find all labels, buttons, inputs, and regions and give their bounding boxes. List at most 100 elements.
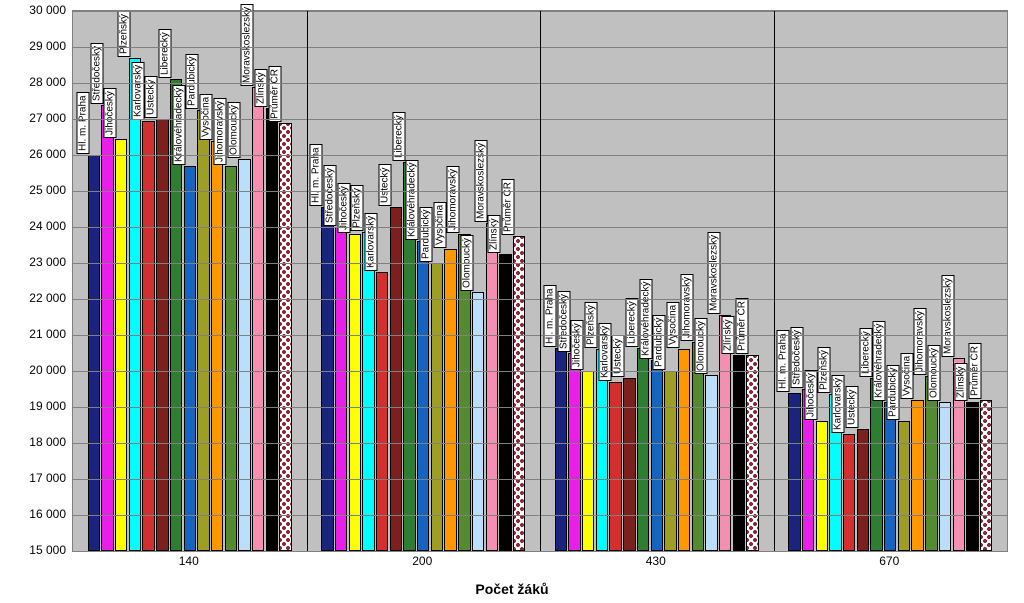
bar-label: Zlínský [255, 70, 266, 108]
bar-label: Hl. m. Praha [77, 92, 88, 154]
bar-label: Moravskoslezský [475, 140, 486, 222]
bar-label: Olomoucký [929, 345, 940, 401]
bar-label: Pardubický [187, 54, 198, 109]
bar: Plzeňský [362, 232, 374, 551]
bar-label: Plzeňský [585, 302, 596, 348]
bar-label: Zlínský [956, 363, 967, 401]
bar-label: Hl. m. Praha [778, 330, 789, 392]
bar: Karlovarský [843, 434, 855, 551]
bar-label: Vysočina [434, 201, 445, 247]
bar: Pardubický [197, 110, 209, 551]
bar-label: Jihočeský [572, 320, 583, 370]
y-tick-label: 25 000 [29, 183, 66, 197]
bar: Průměr ČR [746, 355, 758, 551]
bar-label: Středočeský [325, 165, 336, 226]
v-gridline [774, 11, 775, 551]
bar-label: Pardubický [887, 365, 898, 420]
bar: Karlovarský [376, 272, 388, 551]
bar: Zlínský [733, 355, 745, 551]
bar-label: Karlovarský [833, 375, 844, 433]
bar-label: Královéhradecký [407, 160, 418, 240]
y-tick-label: 24 000 [29, 219, 66, 233]
y-tick-label: 26 000 [29, 147, 66, 161]
y-tick-label: 28 000 [29, 75, 66, 89]
chart-frame: Mzdové výdaje (v Kč/žáka) Počet žáků Hl.… [0, 0, 1024, 603]
bar-label: Vysočina [201, 93, 212, 139]
bar: Středočeský [568, 353, 580, 551]
bar-label: Jihomoravský [915, 308, 926, 375]
y-tick-label: 16 000 [29, 507, 66, 521]
bar-label: Královéhradecký [874, 320, 885, 400]
bar: Moravskoslezský [486, 223, 498, 551]
bar-label: Moravskoslezský [709, 232, 720, 314]
bar: Středočeský [335, 227, 347, 551]
bar-label: Karlovarský [132, 62, 143, 120]
y-tick-label: 18 000 [29, 435, 66, 449]
v-gridline [540, 11, 541, 551]
bar: Vysočina [678, 349, 690, 551]
bar: Hl. m. Praha [555, 348, 567, 551]
bar: Vysočina [444, 249, 456, 551]
bar: Průměr ČR [513, 236, 525, 551]
bar: Vysočina [911, 400, 923, 551]
plot-area: Hl. m. PrahaStředočeskýJihočeskýPlzeňský… [72, 10, 1008, 552]
x-tick-label: 140 [179, 554, 199, 568]
x-tick-label: 200 [412, 554, 432, 568]
bar: Středočeský [101, 105, 113, 551]
bar: Hl. m. Praha [321, 207, 333, 551]
bar: Průměr ČR [279, 123, 291, 551]
bar-label: Plzeňský [352, 185, 363, 231]
bar: Jihočeský [582, 371, 594, 551]
bar: Hl. m. Praha [88, 155, 100, 551]
y-tick-label: 23 000 [29, 255, 66, 269]
bar-label: Jihomoravský [681, 274, 692, 341]
bar-label: Vysočina [901, 353, 912, 399]
x-tick-label: 430 [646, 554, 666, 568]
bar-label: Jihočeský [105, 88, 116, 138]
bar-label: Karlovarský [599, 323, 610, 381]
bar: Moravskoslezský [252, 87, 264, 551]
bar: Ústecký [857, 429, 869, 551]
bar-label: Ústecký [379, 165, 390, 207]
y-tick-label: 21 000 [29, 327, 66, 341]
bar-label: Hl. m. Praha [311, 145, 322, 207]
bar: Ústecký [623, 378, 635, 551]
bar-label: Olomoucký [695, 318, 706, 374]
bar: Jihomoravský [925, 376, 937, 551]
bar-label: Liberecký [160, 30, 171, 79]
bar-label: Středočeský [792, 327, 803, 388]
bar-label: Středočeský [558, 291, 569, 352]
x-axis-label: Počet žáků [0, 581, 1024, 597]
y-tick-label: 22 000 [29, 291, 66, 305]
bar: Zlínský [966, 402, 978, 551]
bar: Vysočina [211, 141, 223, 551]
bar-label: Průměr ČR [269, 66, 280, 122]
bar-label: Vysočina [668, 302, 679, 348]
bar: Průměr ČR [980, 400, 992, 551]
bar: Královéhradecký [184, 166, 196, 551]
bar-label: Pardubický [654, 315, 665, 370]
bar-label: Jihočeský [805, 371, 816, 421]
bar: Ústecký [390, 207, 402, 551]
bar-label: Pardubický [420, 207, 431, 262]
bar: Pardubický [898, 421, 910, 551]
bar: Královéhradecký [417, 241, 429, 551]
y-tick-label: 30 000 [29, 3, 66, 17]
h-gridline [73, 551, 1007, 552]
bar: Pardubický [664, 371, 676, 551]
bar: Liberecký [870, 378, 882, 551]
bar-label: Liberecký [627, 298, 638, 347]
bar-label: Moravskoslezský [242, 3, 253, 85]
bar: Jihočeský [349, 234, 361, 551]
bar: Plzeňský [129, 58, 141, 551]
bar: Královéhradecký [884, 402, 896, 551]
bar-label: Zlínský [489, 215, 500, 253]
bar-label: Středočeský [91, 43, 102, 104]
bar-label: Královéhradecký [640, 279, 651, 359]
bar: Jihočeský [115, 139, 127, 551]
bar: Olomoucký [939, 402, 951, 551]
bar-label: Jihomoravský [448, 166, 459, 233]
bar: Královéhradecký [651, 360, 663, 551]
bar-label: Královéhradecký [173, 84, 184, 164]
y-tick-label: 19 000 [29, 399, 66, 413]
